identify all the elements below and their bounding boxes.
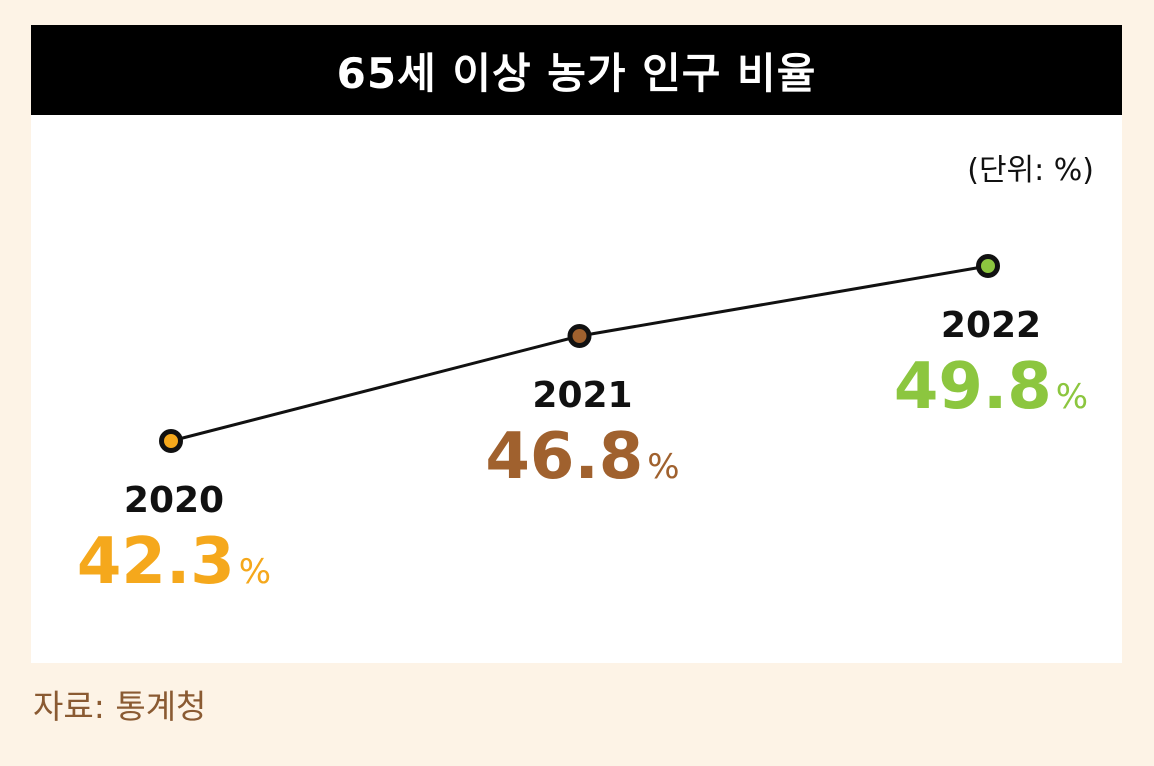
- data-point-2021: [567, 324, 592, 348]
- x-label-2021: 2021: [532, 375, 632, 416]
- source-note: 자료: 통계청: [33, 687, 207, 726]
- chart-title: 65세 이상 농가 인구 비율: [31, 25, 1122, 115]
- data-point-2020: [159, 429, 183, 453]
- x-label-2022: 2022: [941, 305, 1041, 346]
- unit-note: (단위: %): [967, 153, 1094, 188]
- value-label-2022: 49.8%: [894, 350, 1088, 424]
- x-label-2020: 2020: [124, 480, 224, 521]
- value-label-2020: 42.3%: [77, 525, 271, 599]
- data-point-2022: [976, 254, 1000, 278]
- chart-panel: (단위: %) 2020 42.3% 2021 46.8% 2022 49.8%: [31, 115, 1122, 663]
- value-label-2021: 46.8%: [485, 420, 679, 494]
